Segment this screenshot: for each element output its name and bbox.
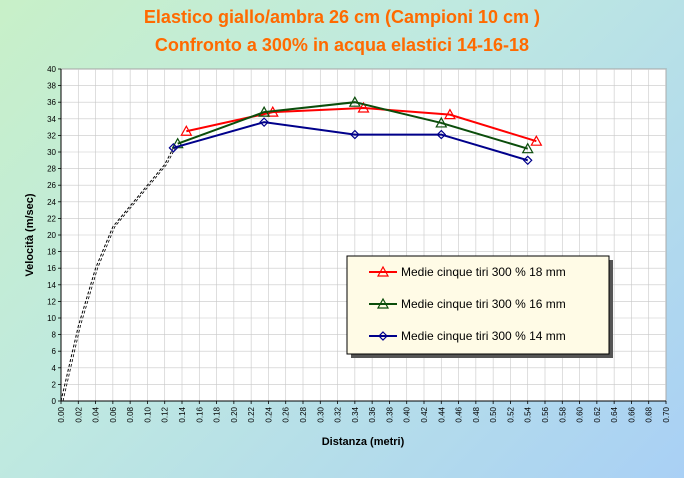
legend-label-2: Medie cinque tiri 300 % 14 mm xyxy=(401,329,566,343)
x-tick-label: 0.60 xyxy=(576,406,585,422)
y-tick-label: 8 xyxy=(52,331,57,340)
series-1-point xyxy=(258,105,271,117)
x-tick-label: 0.24 xyxy=(264,406,273,422)
x-tick-label: 0.48 xyxy=(472,406,481,422)
legend-marker-0 xyxy=(376,265,390,277)
y-tick-label: 4 xyxy=(52,364,57,373)
y-tick-label: 10 xyxy=(47,314,56,323)
series-0-point xyxy=(180,125,193,136)
x-axis-ticks: 0.00 0.02 0.04 0.06 0.08 0.10 0.12 0.14 0.16 0.18… xyxy=(57,401,671,423)
legend-label-0: Medie cinque tiri 300 % 18 mm xyxy=(401,265,566,279)
y-tick-label: 28 xyxy=(47,165,56,174)
x-tick-label: 0.68 xyxy=(645,406,654,422)
x-tick-label: 0.20 xyxy=(230,406,239,422)
x-tick-label: 0.56 xyxy=(541,406,550,422)
y-tick-label: 36 xyxy=(47,98,56,107)
x-tick-label: 0.66 xyxy=(627,406,636,422)
series-1-point xyxy=(348,95,361,107)
x-tick-label: 0.58 xyxy=(558,406,567,422)
y-tick-label: 32 xyxy=(47,131,56,140)
x-tick-label: 0.50 xyxy=(489,406,498,422)
y-tick-label: 14 xyxy=(47,281,56,290)
x-tick-label: 0.44 xyxy=(437,406,446,422)
x-tick-label: 0.00 xyxy=(57,406,66,422)
series-0-point xyxy=(357,101,370,113)
x-tick-label: 0.52 xyxy=(506,406,515,422)
legend-label-1: Medie cinque tiri 300 % 16 mm xyxy=(401,297,566,311)
x-tick-label: 0.70 xyxy=(662,406,671,422)
x-tick-label: 0.54 xyxy=(524,406,533,422)
y-tick-label: 0 xyxy=(52,397,57,406)
series-0-point xyxy=(530,134,543,146)
x-tick-label: 0.22 xyxy=(247,406,256,422)
y-tick-label: 26 xyxy=(47,181,56,190)
series-line-1 xyxy=(177,101,528,150)
x-tick-label: 0.02 xyxy=(74,406,83,422)
chart-subtitle: Confronto a 300% in acqua elastici 14-16… xyxy=(154,35,530,55)
x-tick-label: 0.36 xyxy=(368,406,377,422)
x-tick-label: 0.14 xyxy=(178,406,187,422)
series-2-point xyxy=(350,129,360,140)
x-tick-label: 0.32 xyxy=(334,406,343,422)
series-2-point xyxy=(522,155,533,166)
y-tick-label: 16 xyxy=(47,264,56,273)
legend-marker-1 xyxy=(376,297,390,309)
y-axis-label: Velocità (m/sec) xyxy=(24,193,36,276)
x-tick-label: 0.34 xyxy=(351,406,360,422)
x-tick-label: 0.18 xyxy=(213,406,222,422)
y-tick-label: 24 xyxy=(47,198,56,207)
x-tick-label: 0.26 xyxy=(282,406,291,422)
x-tick-label: 0.30 xyxy=(316,406,325,422)
y-tick-label: 2 xyxy=(52,380,57,389)
start-curve-line xyxy=(62,147,176,402)
x-tick-label: 0.40 xyxy=(403,406,412,422)
chart-title: Elastico giallo/ambra 26 cm (Campioni 10… xyxy=(143,7,541,27)
data-series xyxy=(60,95,543,402)
series-2-point xyxy=(259,117,269,127)
x-tick-label: 0.42 xyxy=(420,406,429,422)
x-tick-label: 0.16 xyxy=(195,406,204,422)
series-1-point xyxy=(435,116,448,128)
x-tick-label: 0.46 xyxy=(455,406,464,422)
y-tick-label: 40 xyxy=(47,65,56,74)
x-tick-label: 0.62 xyxy=(593,406,602,422)
y-tick-label: 38 xyxy=(47,82,56,91)
x-tick-label: 0.06 xyxy=(109,406,118,422)
series-2-point xyxy=(436,129,447,140)
x-tick-label: 0.28 xyxy=(299,406,308,422)
legend: Medie cinque tiri 300 % 18 mm Medie cinqu… xyxy=(346,255,613,358)
y-tick-label: 22 xyxy=(47,214,56,223)
x-tick-label: 0.04 xyxy=(92,406,101,422)
x-tick-label: 0.64 xyxy=(610,406,619,422)
x-tick-label: 0.38 xyxy=(385,406,394,422)
series-1-point xyxy=(521,142,534,154)
x-axis-label: Distanza (metri) xyxy=(322,436,405,448)
series-2-point xyxy=(168,143,179,153)
y-tick-label: 12 xyxy=(47,297,56,306)
y-tick-label: 34 xyxy=(47,115,56,124)
y-tick-label: 18 xyxy=(47,248,56,257)
y-tick-label: 20 xyxy=(47,231,56,240)
legend-marker-2 xyxy=(378,331,388,341)
y-tick-label: 30 xyxy=(47,148,56,157)
series-0-point xyxy=(443,108,456,120)
y-tick-label: 6 xyxy=(52,347,57,356)
series-line-2 xyxy=(173,121,528,162)
x-tick-label: 0.10 xyxy=(143,406,152,422)
x-tick-label: 0.08 xyxy=(126,406,135,422)
start-curve-line xyxy=(60,147,174,402)
x-tick-label: 0.12 xyxy=(161,406,170,422)
